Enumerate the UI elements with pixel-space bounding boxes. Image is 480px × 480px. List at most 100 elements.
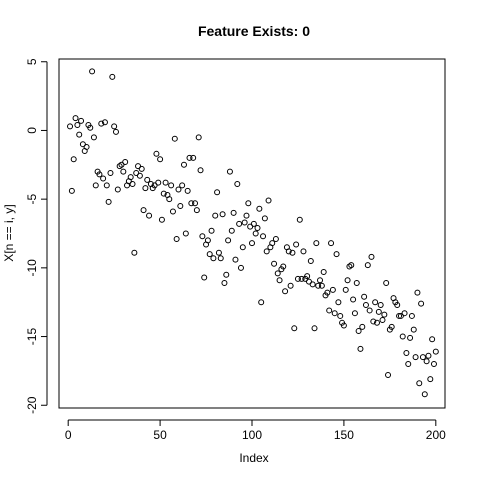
data-point bbox=[309, 281, 316, 288]
data-point bbox=[396, 312, 403, 319]
data-point bbox=[131, 249, 138, 256]
data-point bbox=[129, 181, 136, 188]
data-point bbox=[280, 263, 287, 270]
data-point bbox=[317, 277, 324, 284]
data-point bbox=[98, 120, 105, 127]
data-point bbox=[103, 182, 110, 189]
data-point bbox=[175, 186, 182, 193]
data-point bbox=[107, 170, 114, 177]
data-point bbox=[405, 361, 412, 368]
data-point bbox=[282, 288, 289, 295]
data-point bbox=[168, 182, 175, 189]
data-point bbox=[239, 244, 246, 251]
data-point bbox=[265, 197, 272, 204]
data-point bbox=[313, 240, 320, 247]
data-point bbox=[293, 241, 300, 248]
data-point bbox=[105, 198, 112, 205]
data-point bbox=[315, 282, 322, 289]
data-point bbox=[146, 212, 153, 219]
data-point bbox=[78, 117, 85, 124]
data-point bbox=[87, 124, 94, 131]
data-point bbox=[407, 334, 414, 341]
data-point bbox=[109, 73, 116, 80]
data-point bbox=[182, 230, 189, 237]
data-point bbox=[429, 336, 436, 343]
data-point bbox=[427, 376, 434, 383]
x-tick-label: 0 bbox=[65, 428, 72, 442]
data-point bbox=[307, 257, 314, 264]
data-point bbox=[169, 208, 176, 215]
data-point bbox=[350, 296, 357, 303]
data-point bbox=[348, 262, 355, 269]
data-point bbox=[296, 216, 303, 223]
data-point bbox=[256, 205, 263, 212]
data-point bbox=[379, 317, 386, 324]
data-point bbox=[155, 179, 162, 186]
data-point bbox=[90, 134, 97, 141]
data-point bbox=[410, 326, 417, 333]
data-point bbox=[234, 181, 241, 188]
data-point bbox=[421, 391, 428, 398]
data-point bbox=[335, 299, 342, 306]
data-points bbox=[67, 68, 439, 398]
data-point bbox=[418, 300, 425, 307]
data-point bbox=[166, 196, 173, 203]
data-point bbox=[276, 277, 283, 284]
chart-title: Feature Exists: 0 bbox=[198, 23, 310, 39]
data-point bbox=[329, 286, 336, 293]
data-point bbox=[272, 236, 279, 242]
data-point bbox=[370, 318, 377, 325]
data-point bbox=[274, 270, 281, 277]
data-point bbox=[206, 251, 213, 258]
x-axis: 0 50 100 150 200 bbox=[65, 419, 446, 442]
data-point bbox=[359, 323, 366, 330]
data-point bbox=[179, 182, 186, 189]
data-point bbox=[388, 323, 395, 330]
data-point bbox=[114, 186, 121, 193]
data-point bbox=[311, 325, 318, 332]
data-point bbox=[304, 273, 311, 280]
data-point bbox=[351, 310, 358, 317]
data-point bbox=[294, 275, 301, 282]
data-point bbox=[320, 268, 327, 275]
x-tick-label: 150 bbox=[334, 428, 354, 442]
data-point bbox=[298, 275, 305, 282]
data-point bbox=[249, 240, 255, 247]
data-point bbox=[285, 248, 292, 255]
data-point bbox=[353, 279, 360, 286]
data-point bbox=[289, 249, 296, 256]
data-point bbox=[236, 220, 243, 227]
data-point bbox=[199, 233, 206, 240]
y-tick-label: 5 bbox=[25, 58, 39, 65]
data-point bbox=[355, 328, 362, 335]
data-point bbox=[432, 348, 439, 355]
data-point bbox=[375, 308, 382, 315]
data-point bbox=[331, 310, 338, 317]
data-point bbox=[291, 325, 298, 332]
data-point bbox=[226, 168, 233, 175]
data-point bbox=[190, 154, 197, 161]
data-point bbox=[373, 319, 380, 326]
y-tick-label: -20 bbox=[25, 396, 39, 414]
x-tick-label: 50 bbox=[153, 428, 167, 442]
data-point bbox=[250, 220, 257, 227]
data-point bbox=[219, 211, 226, 218]
data-point bbox=[419, 354, 426, 361]
data-point bbox=[372, 299, 379, 306]
data-point bbox=[173, 236, 180, 242]
data-point bbox=[101, 119, 108, 126]
data-point bbox=[67, 123, 74, 130]
y-axis: 5 0 -5 -10 -15 -20 bbox=[25, 58, 48, 414]
data-point bbox=[333, 251, 340, 258]
data-point bbox=[201, 274, 208, 281]
data-point bbox=[362, 301, 369, 308]
data-point bbox=[212, 212, 219, 219]
data-point bbox=[162, 179, 169, 186]
data-point bbox=[228, 227, 235, 234]
data-point bbox=[318, 282, 325, 289]
data-point bbox=[111, 123, 118, 130]
data-point bbox=[221, 279, 228, 286]
data-point bbox=[357, 345, 364, 352]
data-point bbox=[260, 233, 267, 240]
data-point bbox=[394, 301, 401, 308]
